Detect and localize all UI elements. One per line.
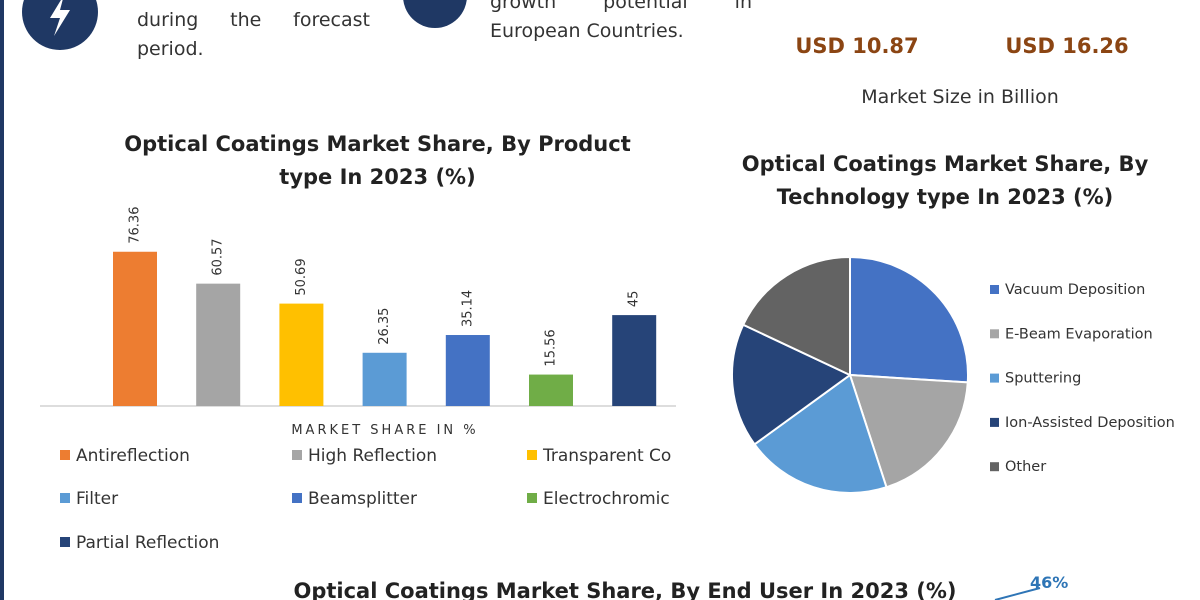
growth-text: growth potential in European Countries. bbox=[490, 0, 752, 42]
legend-swatch bbox=[292, 493, 302, 503]
legend-label: High Reflection bbox=[308, 446, 437, 466]
value-label: 76.36 bbox=[128, 207, 143, 244]
pie-slice bbox=[848, 373, 969, 489]
legend-swatch bbox=[990, 417, 999, 427]
legend-swatch bbox=[527, 450, 537, 460]
value-label: 45 bbox=[627, 291, 642, 308]
legend-label: Transparent Co bbox=[542, 446, 671, 466]
left-border bbox=[0, 0, 4, 600]
bar bbox=[113, 251, 157, 406]
icon bbox=[403, 0, 467, 28]
legend-swatch bbox=[990, 285, 999, 294]
legend-label: Antireflection bbox=[76, 446, 190, 466]
trend-line bbox=[994, 587, 1041, 600]
bar bbox=[612, 315, 657, 406]
legend-swatch bbox=[990, 373, 999, 383]
value-label: 35.14 bbox=[460, 290, 475, 327]
chart-title: Optical Coatings Market Share, By Produc… bbox=[124, 132, 631, 189]
annotation: 46% bbox=[1030, 573, 1069, 592]
legend-swatch bbox=[60, 450, 70, 460]
value-label: 50.69 bbox=[294, 258, 309, 295]
legend-swatch bbox=[60, 493, 70, 503]
bar bbox=[529, 374, 573, 406]
legend-label: Beamsplitter bbox=[308, 489, 417, 509]
pie-slice bbox=[741, 255, 851, 377]
legend-swatch bbox=[990, 329, 999, 339]
value-label: 26.35 bbox=[377, 308, 392, 345]
legend-swatch bbox=[527, 493, 537, 503]
legend-swatch bbox=[990, 462, 999, 472]
chart-title: Optical Coatings Market Share, By Techno… bbox=[741, 152, 1149, 209]
legend-label: E-Beam Evaporation bbox=[1005, 326, 1153, 342]
legend-label: Other bbox=[1005, 459, 1046, 475]
market-size-value: USD 10.87 bbox=[795, 34, 919, 58]
legend-swatch bbox=[60, 537, 70, 547]
market-size-label: Market Size in Billion bbox=[861, 86, 1059, 108]
legend-label: Sputtering bbox=[1005, 371, 1081, 387]
bar bbox=[279, 303, 324, 406]
bar bbox=[362, 352, 407, 406]
legend-label: Electrochromic bbox=[543, 489, 670, 509]
icon-bolt bbox=[50, 0, 70, 36]
forecast-text: during the forecast period. bbox=[137, 9, 370, 60]
pie-slice bbox=[753, 373, 888, 494]
value-label: 60.57 bbox=[211, 238, 226, 275]
bar bbox=[196, 283, 241, 406]
legend-swatch bbox=[292, 450, 302, 460]
pie-slice bbox=[849, 255, 969, 384]
legend-label: Ion-Assisted Deposition bbox=[1005, 415, 1175, 431]
legend-label: Vacuum Deposition bbox=[1005, 282, 1145, 298]
legend-label: Filter bbox=[76, 489, 118, 509]
value-label: 15.56 bbox=[544, 329, 559, 366]
pie-slice bbox=[731, 323, 852, 446]
market-size-value: USD 16.26 bbox=[1005, 34, 1129, 58]
footer-title: Optical Coatings Market Share, By End Us… bbox=[293, 579, 957, 600]
legend-label: Partial Reflection bbox=[76, 533, 219, 553]
bar bbox=[445, 335, 490, 406]
x-axis-label: MARKET SHARE IN % bbox=[291, 423, 479, 438]
